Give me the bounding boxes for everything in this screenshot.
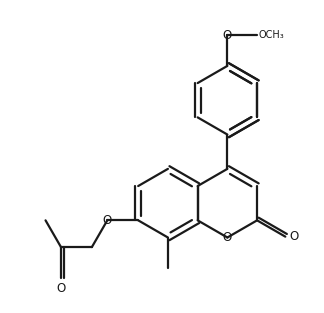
Text: O: O (223, 28, 232, 42)
Text: O: O (289, 230, 299, 243)
Text: O: O (103, 214, 112, 227)
Text: OCH₃: OCH₃ (258, 30, 284, 40)
Text: O: O (223, 231, 232, 244)
Text: O: O (56, 282, 65, 295)
